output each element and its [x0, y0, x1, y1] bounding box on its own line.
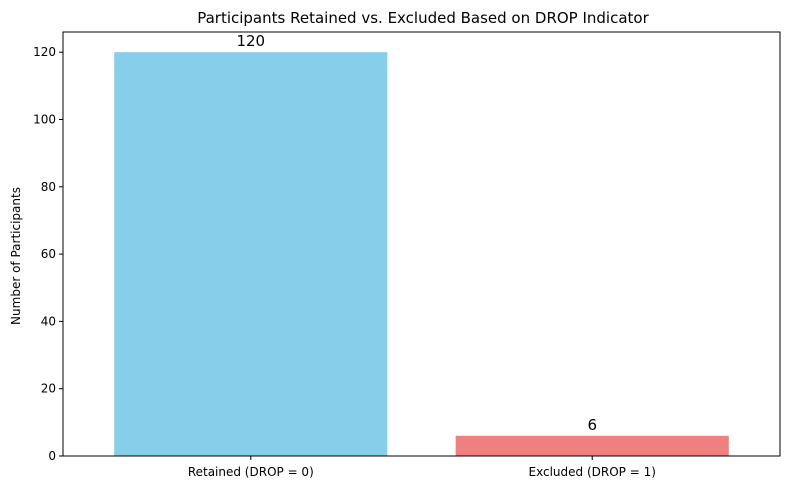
x-tick-label-1: Excluded (DROP = 1): [529, 465, 656, 479]
chart-title: Participants Retained vs. Excluded Based…: [197, 9, 649, 27]
data-label-0: 120: [236, 32, 265, 50]
bar-1: [455, 435, 729, 456]
plot-frame: [62, 31, 781, 457]
y-tick-label-0: 0: [48, 449, 56, 463]
x-tick-label-0: Retained (DROP = 0): [188, 465, 314, 479]
y-tick-label-1: 20: [41, 382, 56, 396]
y-axis-title: Number of Participants: [9, 187, 23, 325]
y-tick-label-4: 80: [41, 180, 56, 194]
data-label-1: 6: [587, 416, 597, 434]
y-tick-label-3: 60: [41, 247, 56, 261]
y-tick-label-6: 120: [33, 45, 56, 59]
y-tick-label-5: 100: [33, 112, 56, 126]
bar-0: [114, 52, 388, 456]
y-tick-label-2: 40: [41, 314, 56, 328]
